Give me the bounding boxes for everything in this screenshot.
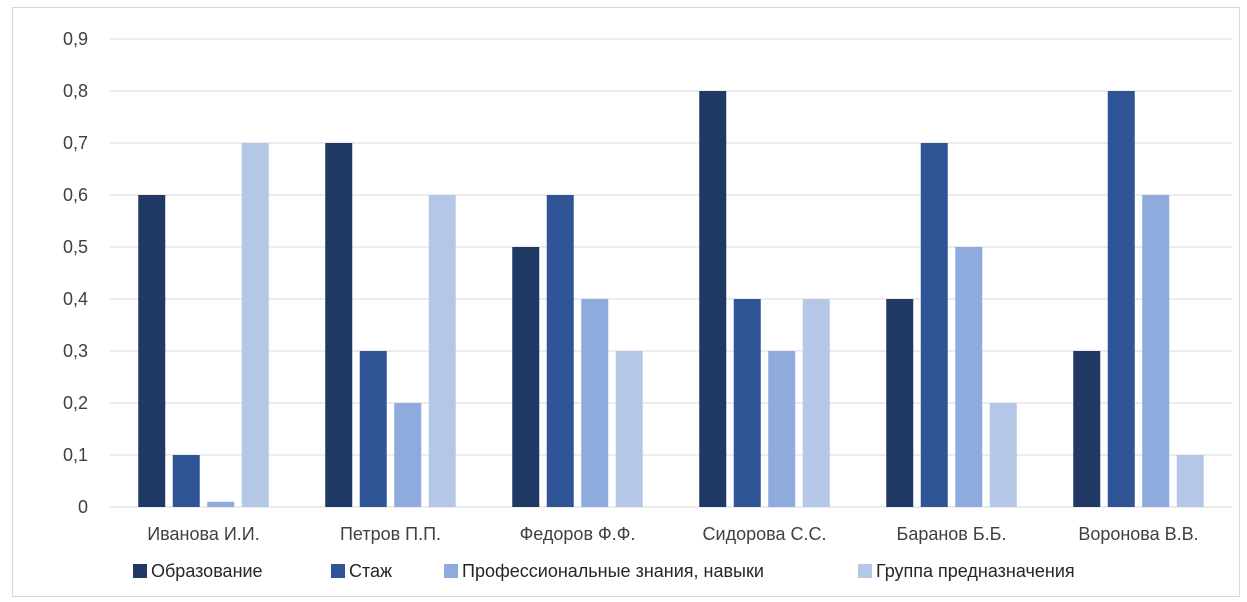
legend-swatch bbox=[331, 564, 345, 578]
bar-2-2 bbox=[359, 351, 387, 507]
y-tick-label: 0,6 bbox=[63, 185, 88, 205]
y-tick-label: 0 bbox=[78, 497, 88, 517]
bar-1-4 bbox=[699, 91, 727, 507]
legend: Образование Стаж Профессиональные знания, … bbox=[133, 561, 1075, 581]
x-tick-label: Сидорова С.С. bbox=[703, 524, 827, 544]
bar-2-6 bbox=[1107, 91, 1135, 507]
bar-3-4 bbox=[768, 351, 796, 507]
bar-2-4 bbox=[733, 299, 761, 507]
bar-2-1 bbox=[172, 455, 200, 507]
y-tick-label: 0,2 bbox=[63, 393, 88, 413]
bar-2-5 bbox=[920, 143, 948, 507]
bars bbox=[138, 91, 1204, 507]
x-tick-label: Воронова В.В. bbox=[1078, 524, 1198, 544]
bar-1-5 bbox=[886, 299, 914, 507]
legend-swatch bbox=[444, 564, 458, 578]
legend-label: Стаж bbox=[349, 561, 392, 581]
legend-swatch bbox=[858, 564, 872, 578]
legend-label: Профессиональные знания, навыки bbox=[462, 561, 764, 581]
bar-4-5 bbox=[989, 403, 1017, 507]
y-tick-label: 0,7 bbox=[63, 133, 88, 153]
legend-swatch bbox=[133, 564, 147, 578]
y-tick-label: 0,4 bbox=[63, 289, 88, 309]
x-tick-label: Федоров Ф.Ф. bbox=[520, 524, 636, 544]
bar-4-3 bbox=[615, 351, 643, 507]
bar-3-6 bbox=[1142, 195, 1170, 507]
x-axis-ticks: Иванова И.И. Петров П.П. Федоров Ф.Ф. Сидор… bbox=[147, 524, 1198, 544]
y-tick-label: 0,9 bbox=[63, 29, 88, 49]
y-tick-label: 0,1 bbox=[63, 445, 88, 465]
bar-2-3 bbox=[546, 195, 574, 507]
bar-3-5 bbox=[955, 247, 983, 507]
bar-3-3 bbox=[581, 299, 609, 507]
legend-label: Образование bbox=[151, 561, 263, 581]
y-tick-label: 0,8 bbox=[63, 81, 88, 101]
bar-4-6 bbox=[1176, 455, 1204, 507]
y-tick-label: 0,3 bbox=[63, 341, 88, 361]
x-tick-label: Петров П.П. bbox=[340, 524, 441, 544]
bar-1-2 bbox=[325, 143, 353, 507]
y-axis-ticks: 0 0,1 0,2 0,3 0,4 0,5 0,6 0,7 0,8 0,9 bbox=[63, 29, 88, 517]
bar-1-1 bbox=[138, 195, 166, 507]
bar-3-2 bbox=[394, 403, 422, 507]
bar-4-4 bbox=[802, 299, 830, 507]
bar-1-6 bbox=[1073, 351, 1101, 507]
bar-4-1 bbox=[241, 143, 269, 507]
x-tick-label: Баранов Б.Б. bbox=[897, 524, 1007, 544]
bar-3-1 bbox=[207, 501, 235, 507]
bar-4-2 bbox=[428, 195, 456, 507]
y-tick-label: 0,5 bbox=[63, 237, 88, 257]
legend-label: Группа предназначения bbox=[876, 561, 1075, 581]
x-tick-label: Иванова И.И. bbox=[147, 524, 260, 544]
gridlines bbox=[110, 38, 1232, 508]
bar-1-3 bbox=[512, 247, 540, 507]
